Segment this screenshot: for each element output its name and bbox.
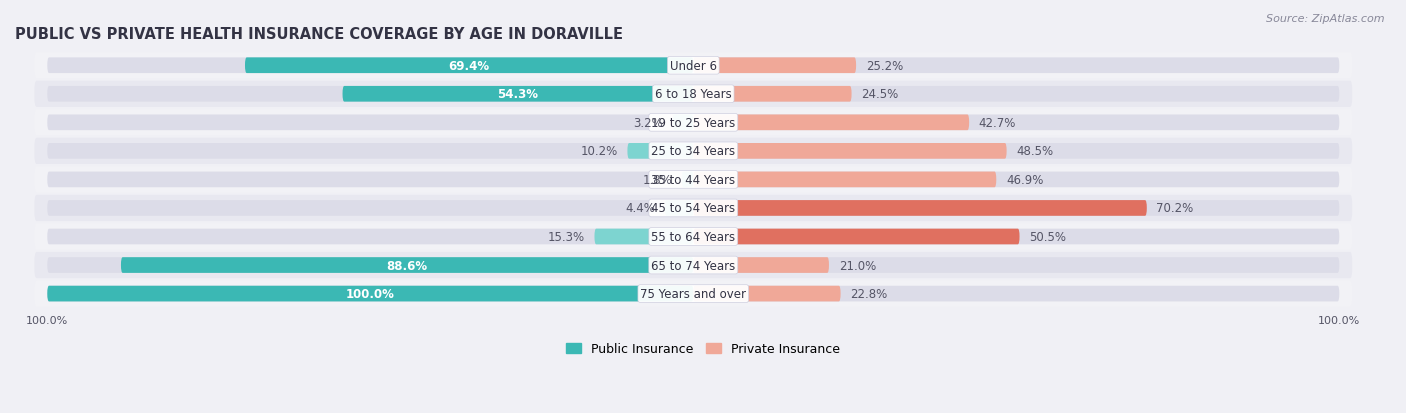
FancyBboxPatch shape bbox=[627, 144, 693, 159]
FancyBboxPatch shape bbox=[34, 167, 1353, 193]
FancyBboxPatch shape bbox=[693, 201, 1147, 216]
FancyBboxPatch shape bbox=[48, 58, 693, 74]
Text: 42.7%: 42.7% bbox=[979, 116, 1017, 130]
FancyBboxPatch shape bbox=[48, 115, 693, 131]
FancyBboxPatch shape bbox=[34, 252, 1353, 278]
FancyBboxPatch shape bbox=[693, 286, 841, 302]
FancyBboxPatch shape bbox=[34, 138, 1353, 165]
FancyBboxPatch shape bbox=[34, 53, 1353, 79]
FancyBboxPatch shape bbox=[693, 229, 1019, 245]
Text: 1.8%: 1.8% bbox=[643, 173, 672, 186]
FancyBboxPatch shape bbox=[34, 281, 1353, 307]
Text: 4.4%: 4.4% bbox=[626, 202, 655, 215]
Text: 50.5%: 50.5% bbox=[1029, 230, 1066, 243]
Text: 24.5%: 24.5% bbox=[862, 88, 898, 101]
Text: 70.2%: 70.2% bbox=[1157, 202, 1194, 215]
FancyBboxPatch shape bbox=[48, 229, 693, 245]
FancyBboxPatch shape bbox=[121, 258, 693, 273]
FancyBboxPatch shape bbox=[595, 229, 693, 245]
Text: 69.4%: 69.4% bbox=[449, 59, 489, 73]
Text: Source: ZipAtlas.com: Source: ZipAtlas.com bbox=[1267, 14, 1385, 24]
FancyBboxPatch shape bbox=[693, 87, 852, 102]
FancyBboxPatch shape bbox=[693, 87, 1340, 102]
FancyBboxPatch shape bbox=[682, 172, 693, 188]
Text: 35 to 44 Years: 35 to 44 Years bbox=[651, 173, 735, 186]
FancyBboxPatch shape bbox=[34, 110, 1353, 136]
FancyBboxPatch shape bbox=[48, 286, 693, 302]
Text: 55 to 64 Years: 55 to 64 Years bbox=[651, 230, 735, 243]
FancyBboxPatch shape bbox=[48, 286, 693, 302]
Text: 65 to 74 Years: 65 to 74 Years bbox=[651, 259, 735, 272]
FancyBboxPatch shape bbox=[48, 258, 693, 273]
Text: 46.9%: 46.9% bbox=[1005, 173, 1043, 186]
FancyBboxPatch shape bbox=[693, 258, 1340, 273]
FancyBboxPatch shape bbox=[34, 81, 1353, 108]
Text: 100.0%: 100.0% bbox=[346, 287, 395, 300]
FancyBboxPatch shape bbox=[48, 144, 693, 159]
Text: PUBLIC VS PRIVATE HEALTH INSURANCE COVERAGE BY AGE IN DORAVILLE: PUBLIC VS PRIVATE HEALTH INSURANCE COVER… bbox=[15, 27, 623, 42]
Text: 45 to 54 Years: 45 to 54 Years bbox=[651, 202, 735, 215]
FancyBboxPatch shape bbox=[34, 195, 1353, 221]
FancyBboxPatch shape bbox=[693, 58, 856, 74]
FancyBboxPatch shape bbox=[693, 58, 1340, 74]
FancyBboxPatch shape bbox=[245, 58, 693, 74]
Text: 75 Years and over: 75 Years and over bbox=[640, 287, 747, 300]
Text: 3.2%: 3.2% bbox=[633, 116, 664, 130]
FancyBboxPatch shape bbox=[693, 144, 1340, 159]
FancyBboxPatch shape bbox=[34, 224, 1353, 250]
Text: 6 to 18 Years: 6 to 18 Years bbox=[655, 88, 731, 101]
FancyBboxPatch shape bbox=[693, 201, 1340, 216]
FancyBboxPatch shape bbox=[665, 201, 693, 216]
Text: 48.5%: 48.5% bbox=[1017, 145, 1053, 158]
FancyBboxPatch shape bbox=[672, 115, 693, 131]
FancyBboxPatch shape bbox=[693, 115, 969, 131]
Text: 15.3%: 15.3% bbox=[548, 230, 585, 243]
FancyBboxPatch shape bbox=[693, 172, 997, 188]
FancyBboxPatch shape bbox=[48, 87, 693, 102]
Text: 19 to 25 Years: 19 to 25 Years bbox=[651, 116, 735, 130]
Text: 25.2%: 25.2% bbox=[866, 59, 903, 73]
Text: 21.0%: 21.0% bbox=[838, 259, 876, 272]
Text: 10.2%: 10.2% bbox=[581, 145, 617, 158]
FancyBboxPatch shape bbox=[693, 115, 1340, 131]
FancyBboxPatch shape bbox=[48, 172, 693, 188]
FancyBboxPatch shape bbox=[693, 229, 1340, 245]
Text: 54.3%: 54.3% bbox=[498, 88, 538, 101]
FancyBboxPatch shape bbox=[693, 172, 1340, 188]
FancyBboxPatch shape bbox=[693, 286, 1340, 302]
Legend: Public Insurance, Private Insurance: Public Insurance, Private Insurance bbox=[561, 337, 845, 360]
Text: 88.6%: 88.6% bbox=[387, 259, 427, 272]
FancyBboxPatch shape bbox=[48, 201, 693, 216]
FancyBboxPatch shape bbox=[693, 144, 1007, 159]
FancyBboxPatch shape bbox=[343, 87, 693, 102]
Text: Under 6: Under 6 bbox=[669, 59, 717, 73]
Text: 22.8%: 22.8% bbox=[851, 287, 887, 300]
FancyBboxPatch shape bbox=[693, 258, 830, 273]
Text: 25 to 34 Years: 25 to 34 Years bbox=[651, 145, 735, 158]
